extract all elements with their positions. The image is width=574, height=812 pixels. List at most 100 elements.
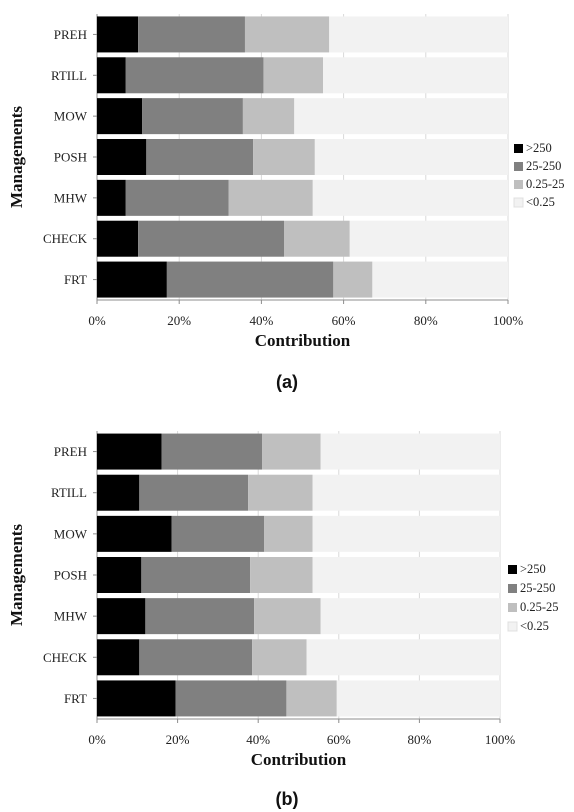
category-label: CHECK — [43, 650, 88, 665]
y-axis-title: Managements — [7, 524, 26, 626]
bar-mow-series-0 — [97, 98, 143, 135]
bar-preh-series-0 — [97, 433, 162, 470]
bar-posh-series-2 — [250, 557, 313, 593]
x-tick-label: 60% — [332, 313, 356, 328]
bar-posh-series-3 — [312, 557, 500, 593]
x-tick-label: 0% — [88, 313, 106, 328]
bar-check-series-2 — [252, 639, 307, 676]
y-axis-title: Managements — [7, 106, 26, 208]
category-label: FRT — [64, 272, 87, 287]
x-tick-label: 20% — [166, 732, 190, 747]
bar-mow-series-2 — [242, 98, 295, 135]
x-tick-label: 20% — [167, 313, 191, 328]
bar-mow-series-3 — [294, 98, 508, 135]
bar-posh-series-1 — [146, 139, 254, 175]
bar-mhw-series-3 — [312, 179, 508, 216]
bar-preh-series-2 — [262, 433, 321, 470]
legend-label: >250 — [520, 562, 546, 576]
x-tick-label: 40% — [246, 732, 270, 747]
legend-label: 0.25-25 — [526, 177, 565, 191]
legend-swatch — [508, 603, 517, 612]
panel-label: (a) — [276, 372, 298, 392]
legend-swatch — [508, 565, 517, 574]
category-label: MHW — [54, 190, 88, 205]
bar-mow-series-2 — [264, 515, 313, 552]
category-label: MHW — [54, 609, 88, 624]
category-label: MOW — [54, 109, 88, 124]
bar-frt-series-0 — [97, 680, 176, 717]
bar-mow-series-1 — [171, 515, 265, 552]
category-label: MOW — [54, 526, 88, 541]
bar-mhw-series-0 — [97, 598, 146, 635]
x-tick-label: 40% — [249, 313, 273, 328]
legend-label: 0.25-25 — [520, 600, 559, 614]
bar-check-series-0 — [97, 639, 140, 676]
legend-swatch — [508, 584, 517, 593]
bar-posh-series-2 — [253, 139, 315, 175]
legend-swatch — [513, 197, 524, 208]
bar-mhw-series-2 — [228, 179, 313, 216]
legend-label: <0.25 — [520, 619, 549, 633]
bar-posh-series-0 — [97, 139, 147, 175]
bar-rtill-series-0 — [97, 474, 140, 511]
legend-label: 25-250 — [520, 581, 555, 595]
bar-rtill-series-3 — [323, 57, 508, 94]
bar-rtill-series-2 — [263, 57, 324, 94]
bar-check-series-0 — [97, 220, 139, 257]
x-tick-label: 80% — [414, 313, 438, 328]
chart-panel-b: PREH RTILL MOW POSH MHW CHECK FRT 0% 20% 40% 60% 80… — [7, 431, 559, 809]
legend-swatch — [514, 162, 523, 171]
legend-label: 25-250 — [526, 159, 561, 173]
bar-rtill-series-3 — [312, 474, 500, 511]
bar-frt-series-1 — [175, 680, 287, 717]
bar-mow-series-0 — [97, 515, 172, 552]
bar-check-series-3 — [306, 639, 500, 676]
x-tick-label: 80% — [407, 732, 431, 747]
bar-preh-series-3 — [320, 433, 500, 470]
legend-swatch — [507, 621, 518, 632]
category-label: POSH — [54, 568, 87, 583]
bar-mhw-series-1 — [145, 598, 255, 635]
legend-swatch — [514, 180, 523, 189]
category-label: RTILL — [51, 68, 87, 83]
bar-preh-series-1 — [138, 16, 245, 53]
bar-mow-series-1 — [142, 98, 243, 135]
bar-frt-series-3 — [372, 261, 508, 298]
bar-mhw-series-3 — [320, 598, 500, 635]
legend-label: <0.25 — [526, 195, 555, 209]
bar-rtill-series-1 — [139, 474, 249, 511]
legend-label: >250 — [526, 141, 552, 155]
x-tick-label: 60% — [327, 732, 351, 747]
bar-preh-series-1 — [161, 433, 263, 470]
bar-rtill-series-2 — [248, 474, 313, 511]
bar-preh-series-0 — [97, 16, 139, 53]
bar-check-series-2 — [284, 220, 350, 257]
panel-label: (b) — [276, 789, 299, 809]
bar-frt-series-3 — [336, 680, 500, 717]
x-axis-title: Contribution — [255, 331, 351, 350]
bar-check-series-1 — [138, 220, 285, 257]
legend-swatch — [514, 144, 523, 153]
x-tick-label: 100% — [493, 313, 524, 328]
bar-mhw-series-1 — [125, 179, 229, 216]
bar-frt-series-2 — [286, 680, 337, 717]
category-label: PREH — [54, 27, 87, 42]
category-label: CHECK — [43, 231, 88, 246]
bar-posh-series-3 — [314, 139, 508, 175]
bar-check-series-1 — [139, 639, 253, 676]
bar-mow-series-3 — [312, 515, 500, 552]
bar-frt-series-0 — [97, 261, 167, 298]
bar-frt-series-1 — [166, 261, 334, 298]
category-label: POSH — [54, 150, 87, 165]
x-tick-label: 0% — [88, 732, 106, 747]
category-label: PREH — [54, 444, 87, 459]
legend: >250 25-250 0.25-25 <0.25 — [507, 562, 559, 633]
category-label: FRT — [64, 691, 87, 706]
x-tick-label: 100% — [485, 732, 516, 747]
bar-rtill-series-1 — [125, 57, 264, 94]
bar-mhw-series-2 — [254, 598, 321, 635]
x-axis-title: Contribution — [251, 750, 347, 769]
bar-frt-series-2 — [333, 261, 373, 298]
legend: >250 25-250 0.25-25 <0.25 — [513, 141, 565, 209]
bar-posh-series-1 — [141, 557, 251, 593]
